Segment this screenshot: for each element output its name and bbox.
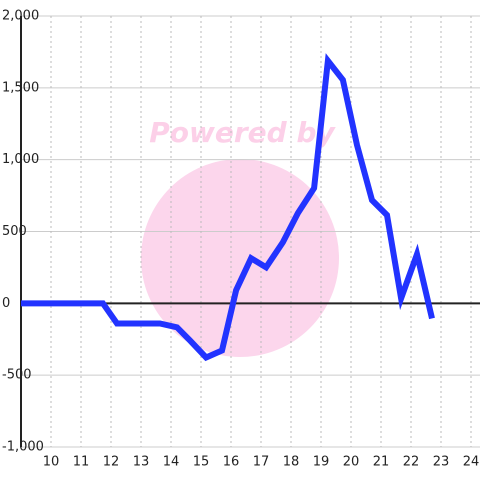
y-tick-label: -500 xyxy=(2,368,32,383)
x-tick-label: 17 xyxy=(253,455,270,470)
x-tick-label: 21 xyxy=(373,455,390,470)
x-tick-label: 16 xyxy=(223,455,240,470)
x-tick-label: 19 xyxy=(313,455,330,470)
x-tick-label: 13 xyxy=(133,455,150,470)
x-tick-label: 15 xyxy=(193,455,210,470)
x-tick-label: 23 xyxy=(433,455,450,470)
x-tick-label: 24 xyxy=(463,455,480,470)
data-line xyxy=(21,53,435,362)
y-tick-label: -1,000 xyxy=(2,440,44,455)
y-tick-label: 0 xyxy=(2,296,10,311)
x-tick-label: 10 xyxy=(43,455,60,470)
x-tick-label: 22 xyxy=(403,455,420,470)
watermark-text: Powered by xyxy=(149,116,336,149)
x-tick-label: 11 xyxy=(73,455,90,470)
y-tick-label: 500 xyxy=(2,224,27,239)
watermark-logo xyxy=(141,159,339,357)
x-tick-label: 18 xyxy=(283,455,300,470)
x-tick-label: 20 xyxy=(343,455,360,470)
x-tick-label: 14 xyxy=(163,455,180,470)
x-tick-label: 12 xyxy=(103,455,120,470)
